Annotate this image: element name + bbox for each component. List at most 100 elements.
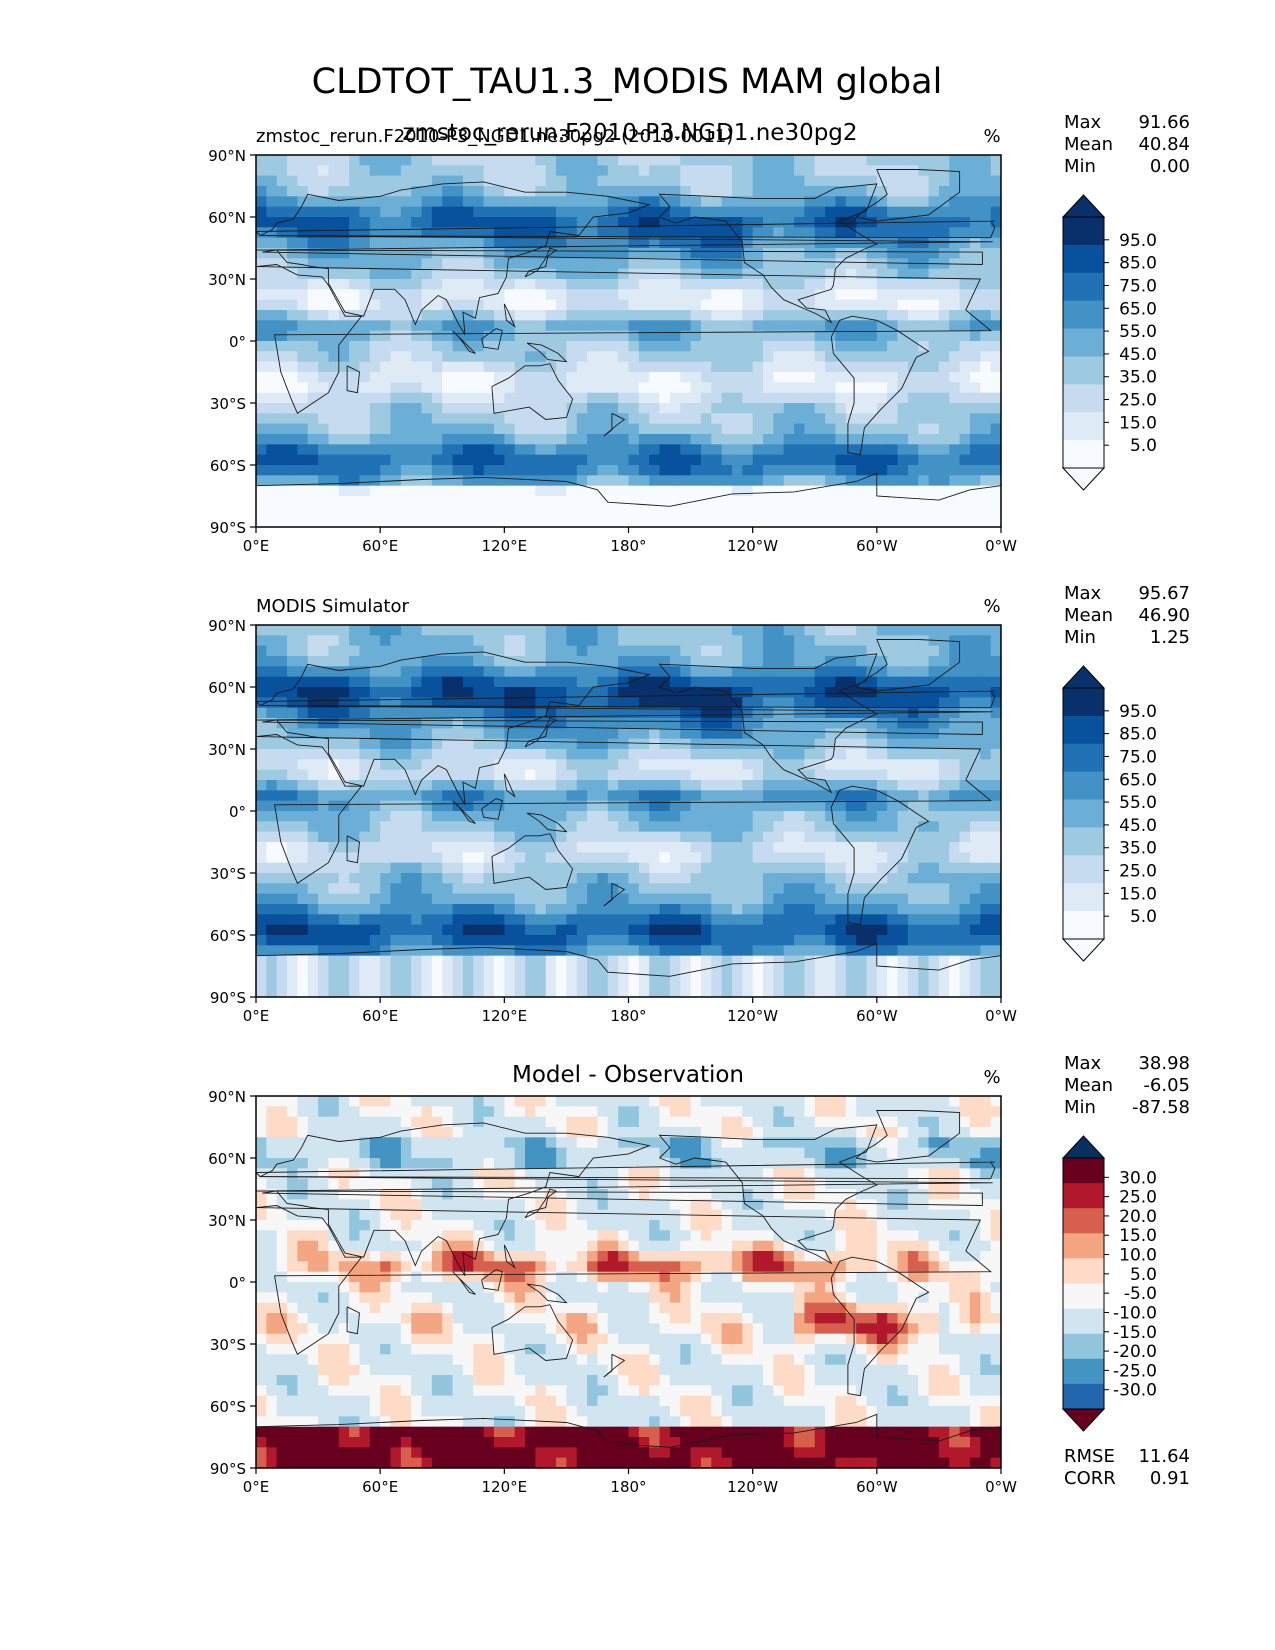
field-cell (369, 635, 381, 647)
field-cell (400, 392, 412, 404)
field-cell (266, 821, 278, 833)
field-cell (845, 372, 857, 383)
field-cell (669, 361, 681, 373)
field-cell (907, 341, 919, 352)
field-cell (256, 790, 267, 802)
field-cell (866, 496, 878, 507)
field-cell (742, 831, 754, 843)
field-cell (804, 769, 816, 781)
field-cell (493, 924, 505, 936)
field-cell (866, 738, 878, 750)
field-cell (856, 279, 868, 290)
field-cell (576, 687, 588, 698)
field-cell (918, 635, 930, 647)
field-cell (825, 707, 837, 719)
field-cell (845, 842, 857, 853)
field-cell (473, 496, 485, 507)
field-cell (669, 821, 681, 833)
field-cell (307, 444, 319, 456)
field-cell (483, 790, 495, 802)
field-cell (845, 656, 857, 667)
field-cell (421, 165, 433, 177)
field-cell (659, 800, 671, 812)
field-cell (545, 893, 557, 905)
field-cell (483, 237, 495, 249)
field-cell (421, 217, 433, 228)
field-cell (607, 780, 619, 791)
field-cell (307, 175, 319, 187)
field-cell (825, 831, 837, 843)
field-cell (804, 330, 816, 342)
field-cell (711, 186, 723, 197)
field-cell (814, 268, 826, 280)
field-cell (980, 165, 992, 177)
field-cell (742, 707, 754, 719)
field-cell (431, 852, 443, 864)
field-cell (804, 718, 816, 729)
field-cell (462, 862, 474, 874)
field-cell (328, 382, 340, 394)
field-cell (473, 237, 485, 249)
field-cell (452, 904, 464, 915)
field-cell (752, 697, 764, 709)
field-cell (390, 248, 402, 259)
field-cell (773, 227, 785, 239)
field-cell (980, 821, 992, 833)
field-cell (442, 697, 454, 709)
field-cell (504, 403, 516, 414)
field-cell (938, 496, 950, 507)
field-cell (669, 883, 681, 895)
field-cell (525, 516, 536, 527)
field-cell (442, 299, 454, 311)
field-cell (711, 299, 723, 311)
field-cell (328, 821, 340, 833)
field-cell (483, 945, 495, 957)
field-cell (835, 676, 847, 688)
field-cell (359, 485, 371, 497)
field-cell (814, 320, 826, 332)
field-cell (783, 341, 795, 352)
field-cell (545, 465, 557, 476)
field-cell (814, 625, 826, 636)
field-cell (897, 372, 909, 383)
coastline (256, 472, 1001, 527)
field-cell (897, 186, 909, 197)
field-cell (938, 248, 950, 259)
field-cell (628, 310, 640, 321)
field-cell (504, 759, 516, 771)
field-cell (845, 351, 857, 363)
field-cell (525, 821, 536, 833)
field-cell (504, 811, 516, 822)
field-cell (256, 196, 267, 208)
field-cell (297, 175, 309, 187)
field-cell (576, 780, 588, 791)
field-cell (907, 196, 919, 208)
field-cell (380, 186, 392, 197)
field-cell (462, 361, 474, 373)
field-cell (928, 155, 940, 166)
field-cell (742, 454, 754, 466)
field-cell (493, 475, 505, 487)
field-cell (938, 718, 950, 729)
field-cell (773, 361, 785, 373)
field-cell (266, 656, 278, 667)
field-cell (980, 227, 992, 239)
field-cell (949, 175, 961, 187)
field-cell (700, 883, 712, 895)
field-cell (338, 790, 350, 802)
field-cell (535, 341, 547, 352)
field-cell (380, 728, 392, 740)
field-cell (431, 155, 443, 166)
field-cell (369, 155, 381, 166)
field-cell (907, 697, 919, 709)
field-cell (431, 351, 443, 363)
field-cell (721, 883, 733, 895)
field-cell (597, 749, 609, 760)
field-cell (659, 196, 671, 208)
field-cell (907, 656, 919, 667)
field-cell (442, 707, 454, 719)
field-cell (628, 320, 640, 332)
field-cell (628, 217, 640, 228)
field-cell (980, 749, 992, 760)
field-cell (721, 155, 733, 166)
